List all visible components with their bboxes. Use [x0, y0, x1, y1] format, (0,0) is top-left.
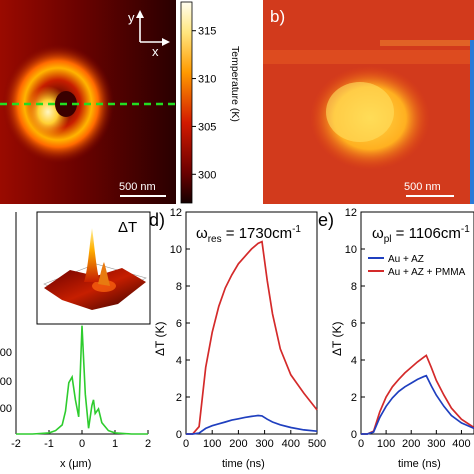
panel-a-x-axis-label: x: [152, 44, 159, 59]
panel-d-y-tick-label: 4: [176, 355, 182, 367]
panel-d-plot-frame: [185, 211, 318, 435]
panel-d-y-tick-label: 0: [176, 429, 182, 441]
panel-b-label: b): [270, 7, 285, 26]
panel-a-x-arrowhead: [162, 38, 170, 46]
panel-d: d) 0 2 4 6 8 10 12 0 100 200 300 400 500 ωres = 173…: [149, 207, 326, 470]
panel-c-profile-line: [16, 325, 148, 435]
panel-c-y-tick-label: 00: [0, 403, 12, 415]
panel-e-y-tick-label: 10: [345, 244, 357, 256]
panel-d-title-omega: ω: [196, 225, 208, 242]
colorbar-tick-label: 300: [198, 169, 216, 181]
legend-entry-au-az-pmma: Au + AZ + PMMA: [388, 267, 466, 278]
panel-d-y-label: ΔT (K): [153, 322, 167, 356]
panel-d-title: ωres = 1730cm-1: [196, 224, 301, 245]
panel-d-blue-series-line: [186, 414, 318, 435]
panel-e-title-rest: = 1106cm: [392, 225, 461, 242]
panel-d-title-sub: res: [208, 234, 222, 245]
panel-d-x-tick-label: 200: [229, 438, 247, 450]
panel-a-y-arrowhead: [136, 10, 144, 18]
panel-e-red-series-line: [361, 354, 474, 435]
panel-e-label: e): [318, 210, 334, 230]
panel-c-inset: ΔT: [36, 211, 151, 325]
panel-c-y-tick-label: 00: [0, 376, 12, 388]
panel-e-y-tick-label: 4: [351, 355, 357, 367]
panel-d-y-tick-label: 8: [176, 281, 182, 293]
panel-d-x-ticks: 0 100 200 300 400 500: [183, 430, 326, 450]
panel-a-y-axis-label: y: [128, 10, 135, 25]
colorbar-tick-label: 310: [198, 74, 216, 86]
panel-b-blue-edge: [470, 40, 474, 204]
panel-a-scalebar-label: 500 nm: [119, 181, 156, 193]
panel-d-title-rest: = 1730cm: [222, 225, 292, 242]
panel-d-y-tick-label: 10: [170, 244, 182, 256]
panel-d-label: d): [149, 210, 165, 230]
colorbar-label: Temperature (K): [229, 46, 241, 122]
panel-e-x-tick-label: 400: [452, 438, 470, 450]
panel-d-y-tick-label: 2: [176, 392, 182, 404]
panel-c: 00 00 00 -2 -1 0 1 2 x (μm) ΔT: [0, 211, 151, 470]
panel-e-title: ωpl = 1106cm-1: [372, 224, 470, 245]
panel-e-title-sup: -1: [461, 224, 470, 235]
panel-e-plot-frame: [360, 211, 474, 435]
panel-d-x-tick-label: 300: [255, 438, 273, 450]
panel-e-y-tick-label: 0: [351, 429, 357, 441]
panel-b-texture-band-2: [380, 40, 474, 46]
panel-c-x-tick-label: 2: [145, 438, 151, 450]
panel-d-y-tick-label: 12: [170, 207, 182, 219]
panel-e: e) 0 2 4 6 8 10 12 0 100 200 300 400 ωpl = 1106cm-…: [318, 207, 474, 470]
panel-e-y-tick-label: 6: [351, 318, 357, 330]
panel-e-x-label: time (ns): [398, 458, 441, 470]
panel-e-y-tick-label: 12: [345, 207, 357, 219]
panel-d-y-tick-label: 6: [176, 318, 182, 330]
panel-b-bright-core: [326, 82, 394, 142]
panel-e-title-sub: pl: [384, 234, 392, 245]
colorbar-gradient: [180, 1, 193, 204]
panel-d-x-tick-label: 100: [203, 438, 221, 450]
panel-e-y-label: ΔT (K): [330, 322, 344, 356]
panel-e-x-tick-label: 100: [377, 438, 395, 450]
panel-c-y-tick-label: 00: [0, 347, 12, 359]
panel-e-x-ticks: 0 100 200 300 400: [358, 430, 471, 450]
inset-surface-highlight: [92, 280, 116, 292]
legend-entry-au-az: Au + AZ: [388, 254, 424, 265]
panel-e-legend: Au + AZ Au + AZ + PMMA: [368, 254, 466, 278]
panel-d-x-label: time (ns): [222, 458, 265, 470]
inset-delta-t-label: ΔT: [118, 219, 137, 236]
panel-d-red-series-line: [186, 240, 318, 435]
panel-c-x-tick-label: -1: [44, 438, 54, 450]
inset-peak: [84, 228, 100, 282]
panel-e-x-tick-label: 200: [402, 438, 420, 450]
panel-a: y x 500 nm: [0, 0, 176, 204]
panel-c-x-label: x (μm): [60, 458, 91, 470]
panel-e-x-tick-label: 300: [427, 438, 445, 450]
panel-d-y-ticks: 0 2 4 6 8 10 12: [170, 207, 190, 441]
panel-b: b) 500 nm: [263, 0, 474, 204]
panel-e-x-tick-label: 0: [358, 438, 364, 450]
panel-c-x-ticks: -2 -1 0 1 2: [11, 430, 151, 450]
panel-e-title-omega: ω: [372, 225, 384, 242]
panel-e-y-tick-label: 8: [351, 281, 357, 293]
panel-a-colorbar: 315 310 305 300 Temperature (K): [180, 1, 241, 204]
colorbar-tick-label: 305: [198, 121, 216, 133]
inset-side-peak: [98, 262, 110, 286]
panel-e-y-tick-label: 2: [351, 392, 357, 404]
panel-c-x-tick-label: 1: [112, 438, 118, 450]
colorbar-ticks: 315 310 305 300: [192, 26, 216, 181]
colorbar-tick-label: 315: [198, 26, 216, 38]
panel-b-texture-band: [263, 50, 474, 64]
panel-c-x-tick-label: 0: [79, 438, 85, 450]
panel-b-scalebar-label: 500 nm: [404, 181, 441, 193]
panel-d-x-tick-label: 500: [308, 438, 326, 450]
panel-d-x-tick-label: 400: [282, 438, 300, 450]
panel-c-x-tick-label: -2: [11, 438, 21, 450]
panel-d-title-sup: -1: [292, 224, 301, 235]
panel-c-y-ticks: 00 00 00: [0, 347, 12, 415]
panel-e-blue-series-line: [361, 374, 474, 435]
panel-d-x-tick-label: 0: [183, 438, 189, 450]
